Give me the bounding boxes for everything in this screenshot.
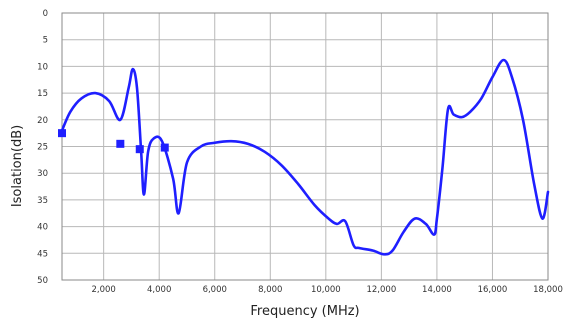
x-tick-label: 6,000	[203, 285, 227, 295]
y-tick-label: 45	[37, 249, 48, 259]
x-tick-label: 18,000	[533, 285, 563, 295]
y-tick-label: 25	[37, 143, 48, 153]
y-tick-label: 50	[37, 276, 48, 286]
y-tick-label: 35	[37, 196, 48, 206]
y-tick-label: 30	[37, 169, 48, 179]
y-tick-label: 20	[37, 116, 48, 126]
markers	[58, 129, 169, 154]
x-tick-label: 14,000	[422, 285, 452, 295]
x-tick-label: 2,000	[91, 285, 115, 295]
plot-area	[61, 12, 549, 281]
y-axis-ticks: 0 5 10 15 20 25 30 35 40 45 50	[37, 9, 48, 286]
x-axis-title: Frequency (MHz)	[250, 304, 359, 319]
x-axis-ticks: 2,000 4,000 6,000 8,000 10,000 12,000 14,000 16…	[91, 285, 562, 295]
y-tick-label: 10	[37, 62, 48, 72]
x-tick-label: 16,000	[478, 285, 508, 295]
data-marker	[135, 145, 144, 154]
data-marker	[160, 143, 169, 152]
grid	[62, 12, 549, 281]
y-axis-title: Isolation(dB)	[10, 125, 25, 207]
y-tick-label: 0	[43, 9, 48, 19]
data-marker	[116, 139, 125, 148]
y-tick-label: 5	[43, 36, 48, 46]
x-tick-label: 10,000	[311, 285, 341, 295]
series-line	[60, 58, 550, 256]
y-tick-label: 15	[37, 89, 48, 99]
x-tick-label: 8,000	[258, 285, 282, 295]
data-marker	[58, 129, 66, 138]
x-tick-label: 4,000	[147, 285, 171, 295]
y-tick-label: 40	[37, 223, 48, 233]
x-tick-label: 12,000	[366, 285, 396, 295]
